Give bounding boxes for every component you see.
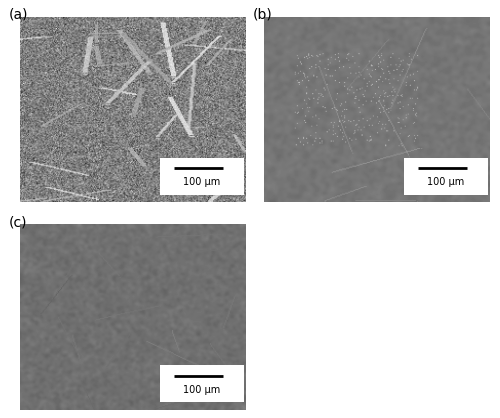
FancyBboxPatch shape	[404, 158, 487, 195]
Text: (a): (a)	[8, 8, 28, 21]
FancyBboxPatch shape	[160, 158, 244, 195]
Text: (b): (b)	[252, 8, 272, 21]
Text: 100 μm: 100 μm	[184, 385, 220, 395]
FancyBboxPatch shape	[160, 365, 244, 402]
Text: 100 μm: 100 μm	[428, 177, 465, 187]
Text: 100 μm: 100 μm	[184, 177, 220, 187]
Text: (c): (c)	[8, 215, 27, 229]
